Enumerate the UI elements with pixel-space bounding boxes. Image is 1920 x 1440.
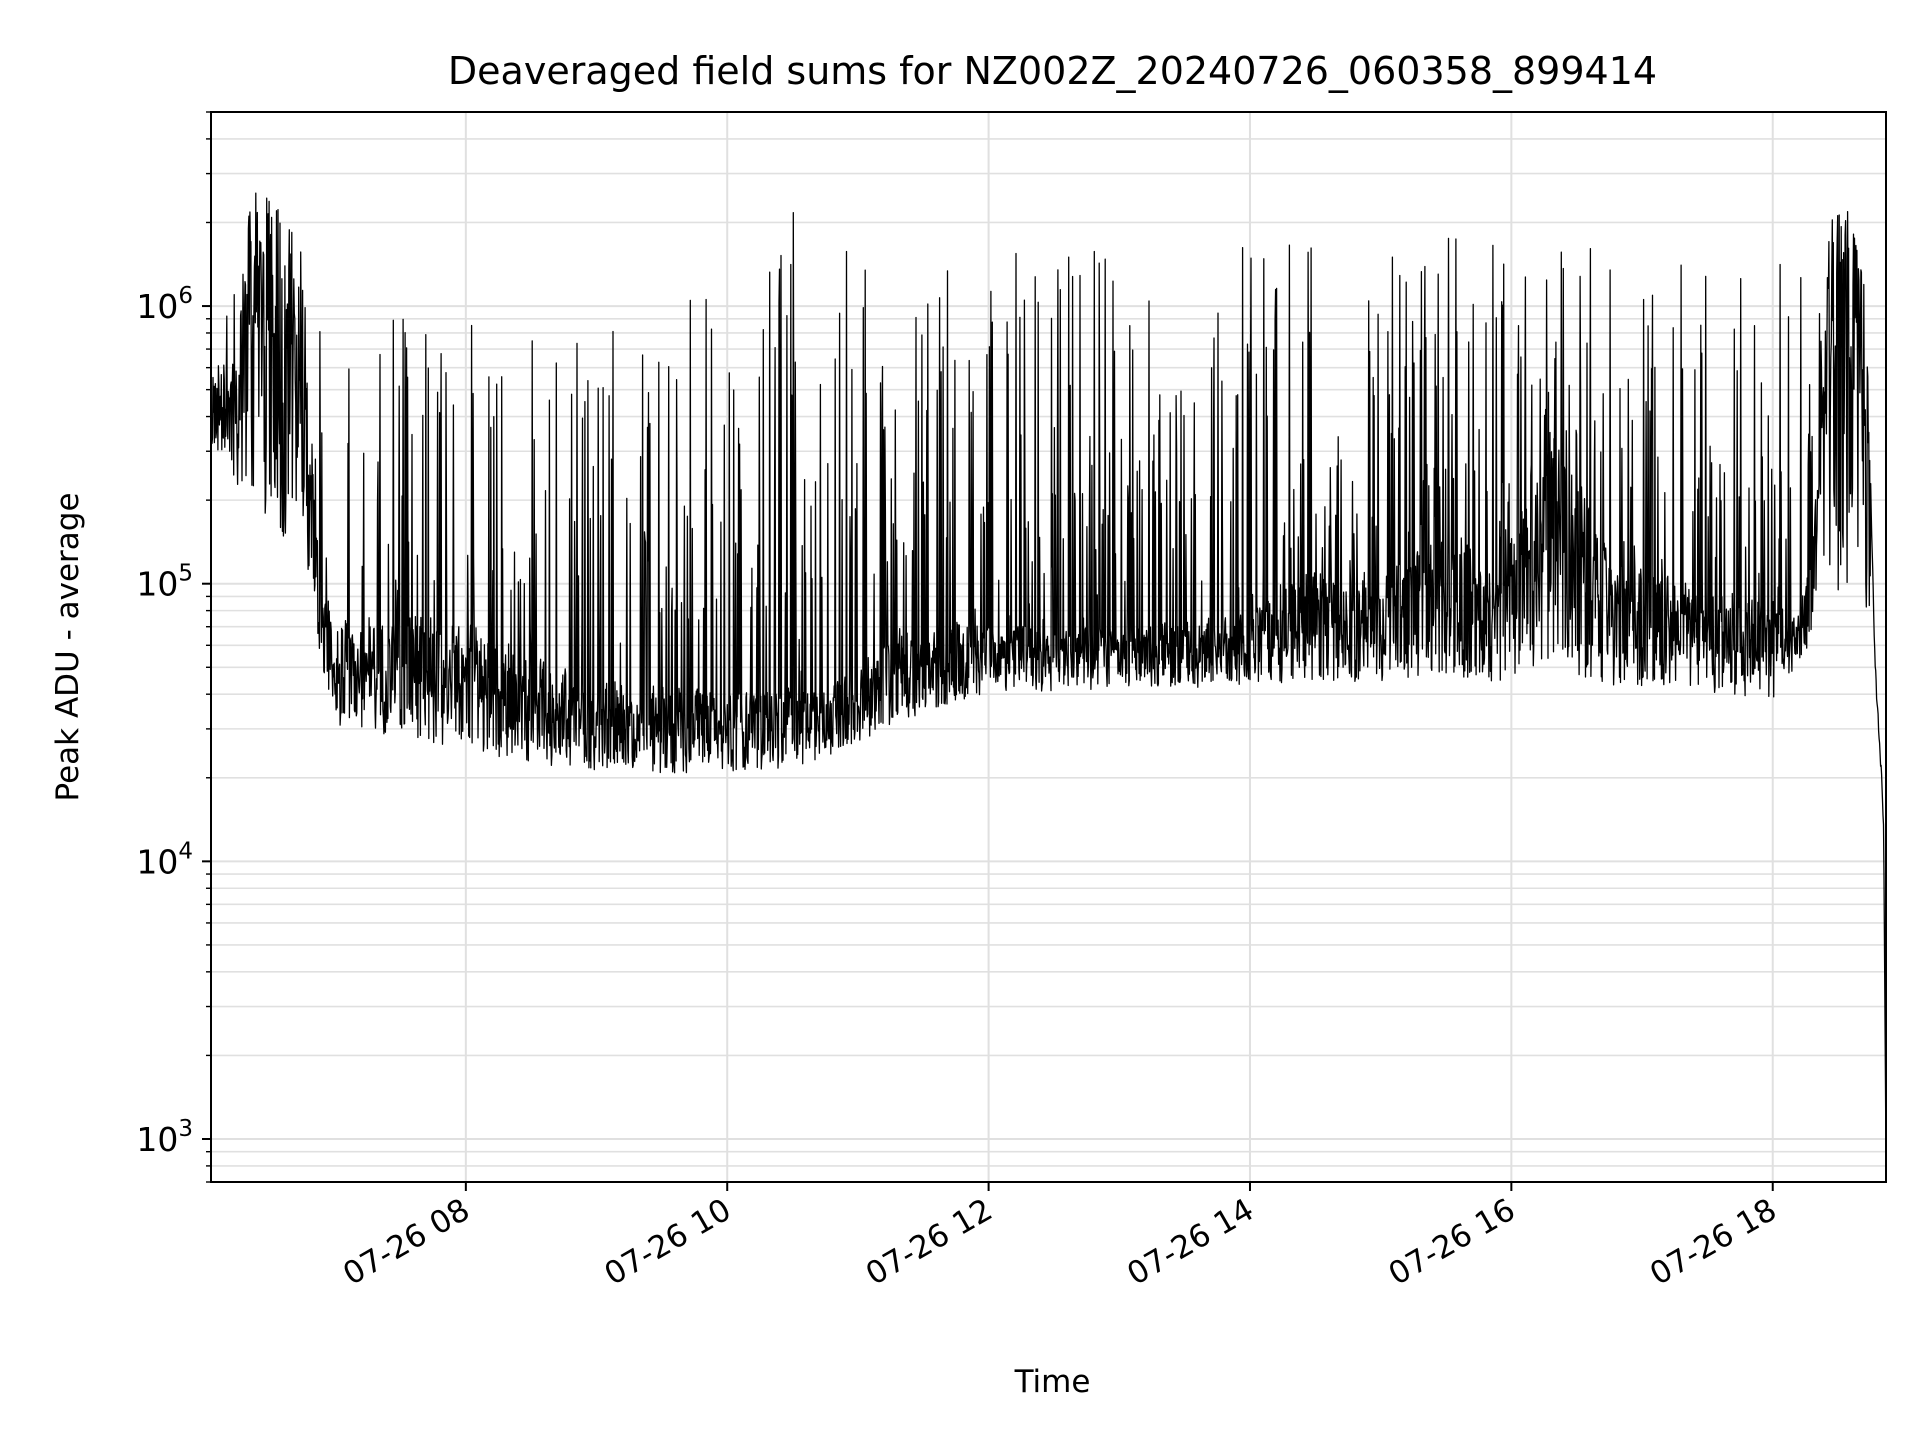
y-tick-label: 104 [136,838,193,881]
y-tick-label: 103 [136,1116,193,1159]
plot-area-frame [210,111,1887,1183]
y-tick-label: 105 [136,561,193,604]
chart-title: Deaveraged field sums for NZ002Z_2024072… [448,49,1657,93]
data-series [210,192,1887,1168]
series-line [210,192,1887,1168]
y-tick-label: 106 [136,283,193,326]
x-axis-label: Time [1014,1364,1091,1400]
y-axis-label: Peak ADU - average [50,492,86,801]
